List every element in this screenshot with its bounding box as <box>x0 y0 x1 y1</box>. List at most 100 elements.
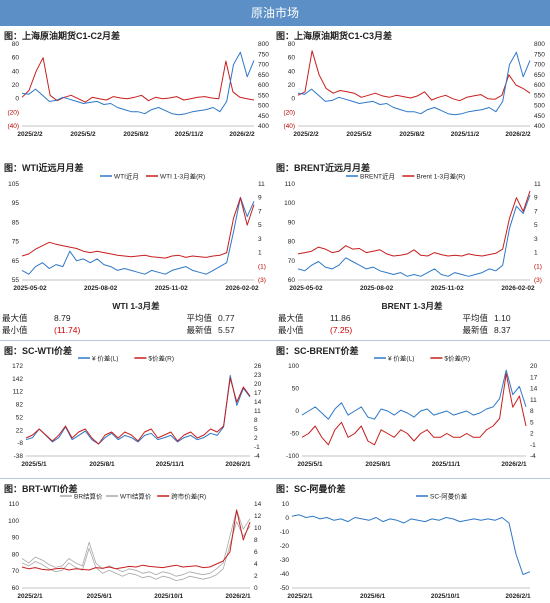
y2-tick-label: 550 <box>534 92 545 99</box>
y2-tick-label: 8 <box>254 417 258 424</box>
y2-tick-label: 26 <box>254 363 262 370</box>
legend-label: WTI近月 <box>114 172 139 181</box>
y-tick-label: -30 <box>280 557 290 564</box>
y2-tick-label: 9 <box>258 195 262 202</box>
panel-title-8: 图：SC-阿曼价差 <box>276 484 346 494</box>
chart-sc-c1c3: 80 60 40 20 0 (20) (40) 800 750 700 650 600 550 500 45… <box>283 41 545 138</box>
x-tick-label: 2025/11/2 <box>175 131 204 138</box>
y2-tick-label: (1) <box>258 263 266 270</box>
x-tick-label: 2025/5/2 <box>70 131 96 138</box>
stats-wti-max: 8.79 <box>54 313 71 323</box>
stats-wti-last: 5.57 <box>218 325 235 335</box>
x-tick-label: 2025/11/1 <box>432 461 461 468</box>
x-tick-label: 2025/5/1 <box>21 461 47 468</box>
y2-tick-label: 7 <box>534 208 538 215</box>
series-line-1 <box>21 197 255 259</box>
chart-sc-c1c2: 80 60 40 20 0 (20) (40) 800 750 700 650 600 550 500 45… <box>7 41 269 138</box>
y2-tick-label: 2 <box>254 435 258 442</box>
x-tick-label: 2026/2/1 <box>505 593 531 600</box>
y2-tick-label: 10 <box>254 525 262 532</box>
y-tick-label: -38 <box>14 453 24 460</box>
y2-tick-label: 8 <box>254 537 258 544</box>
x-tick-label: 2025-08-02 <box>84 285 118 292</box>
y-tick-label: 90 <box>12 535 20 542</box>
y2-tick-label: 500 <box>258 103 269 110</box>
stats-wti-min: (11.74) <box>54 325 81 335</box>
x-tick-label: 2026/2/1 <box>225 461 251 468</box>
y2-tick-label: 450 <box>258 113 269 120</box>
legend-label: WTI 1-3月差(R) <box>160 172 205 181</box>
y-tick-label: 55 <box>12 277 20 284</box>
y2-tick-label: 12 <box>254 513 262 520</box>
x-tick-label: 2025/5/2 <box>346 131 372 138</box>
x-tick-label: 2025/11/1 <box>156 461 185 468</box>
stats-brent-max: 11.86 <box>330 313 351 323</box>
legend-label: $价差(R) <box>444 354 470 363</box>
stats-wti: WTI 1-3月差 最大值 8.79 平均值 0.77 最小值 (11.74) … <box>2 300 270 336</box>
panel-title-1: 图：上海原油期货C1-C2月差 <box>4 31 121 41</box>
stats-wti-title: WTI 1-3月差 <box>112 301 160 311</box>
stats-brent-max-label: 最大值 <box>278 313 304 323</box>
series-line-0 <box>25 374 251 445</box>
panel-title-7: 图：BRT-WTI价差 <box>4 484 78 494</box>
y-tick-label: 0 <box>285 515 289 522</box>
legend-label: ¥ 价差(L) <box>388 354 414 363</box>
y-tick-label: 90 <box>288 219 296 226</box>
legend-label: ¥ 价差(L) <box>92 354 118 363</box>
y-tick-label: -10 <box>280 529 290 536</box>
x-tick-label: 2026/2/2 <box>505 131 531 138</box>
y2-tick-label: (1) <box>534 263 542 270</box>
y-tick-label: 40 <box>12 68 20 75</box>
x-tick-label: 2025-11-02 <box>155 285 188 292</box>
y-tick-label: 20 <box>12 82 20 89</box>
y2-tick-label: 550 <box>258 92 269 99</box>
y2-tick-label: 11 <box>258 181 265 188</box>
y-tick-label: 80 <box>288 41 296 48</box>
y-tick-label: 70 <box>12 568 20 575</box>
stats-wti-avg-label: 平均值 <box>186 313 212 323</box>
stats-brent-min: (7.25) <box>330 325 353 335</box>
series-line-0 <box>297 194 531 277</box>
y2-tick-label: 2 <box>254 573 258 580</box>
x-tick-label: 2025-08-02 <box>360 285 394 292</box>
series-line-0 <box>21 509 251 577</box>
x-tick-label: 2026/2/1 <box>225 593 251 600</box>
chart-sc-wti: 172142112825222-8-38262320171411852-1-42… <box>12 354 262 469</box>
y-tick-label: 60 <box>12 585 20 592</box>
y-tick-label: 70 <box>288 258 296 265</box>
x-tick-label: 2025/11/2 <box>451 131 480 138</box>
y2-tick-label: 17 <box>530 374 538 381</box>
y-tick-label: 22 <box>16 427 24 434</box>
x-tick-label: 2025-05-02 <box>289 285 323 292</box>
panel-title-2: 图：上海原油期货C1-C3月差 <box>276 31 393 41</box>
stats-brent-min-label: 最小值 <box>278 325 304 335</box>
y-tick-label: (20) <box>283 109 295 116</box>
y2-tick-label: 800 <box>534 41 545 48</box>
y2-tick-label: 650 <box>258 72 269 79</box>
y2-tick-label: (3) <box>258 277 266 284</box>
y-tick-label: (40) <box>283 123 295 130</box>
x-tick-label: 2025/2/1 <box>17 593 43 600</box>
y2-tick-label: 11 <box>534 181 541 188</box>
x-tick-label: 2025/10/1 <box>154 593 183 600</box>
y2-tick-label: 750 <box>258 51 269 58</box>
legend-label: Brent 1-3月差(R) <box>416 172 465 181</box>
y-tick-label: 100 <box>284 200 295 207</box>
y2-tick-label: 20 <box>254 381 262 388</box>
x-tick-label: 2026/2/2 <box>229 131 255 138</box>
series-line-0 <box>21 57 255 103</box>
x-tick-label: 2026-02-02 <box>225 285 259 292</box>
y-tick-label: 112 <box>13 389 24 396</box>
y2-tick-label: 14 <box>254 399 262 406</box>
y-tick-label: 172 <box>12 363 23 370</box>
y-tick-label: 10 <box>282 501 290 508</box>
y2-tick-label: -1 <box>254 444 260 451</box>
y-tick-label: 60 <box>288 55 296 62</box>
y2-tick-label: 23 <box>254 372 262 379</box>
series-line-1 <box>21 51 255 116</box>
stats-wti-last-label: 最新值 <box>186 325 212 335</box>
y2-tick-label: 600 <box>534 82 545 89</box>
y2-tick-label: 14 <box>530 386 538 393</box>
